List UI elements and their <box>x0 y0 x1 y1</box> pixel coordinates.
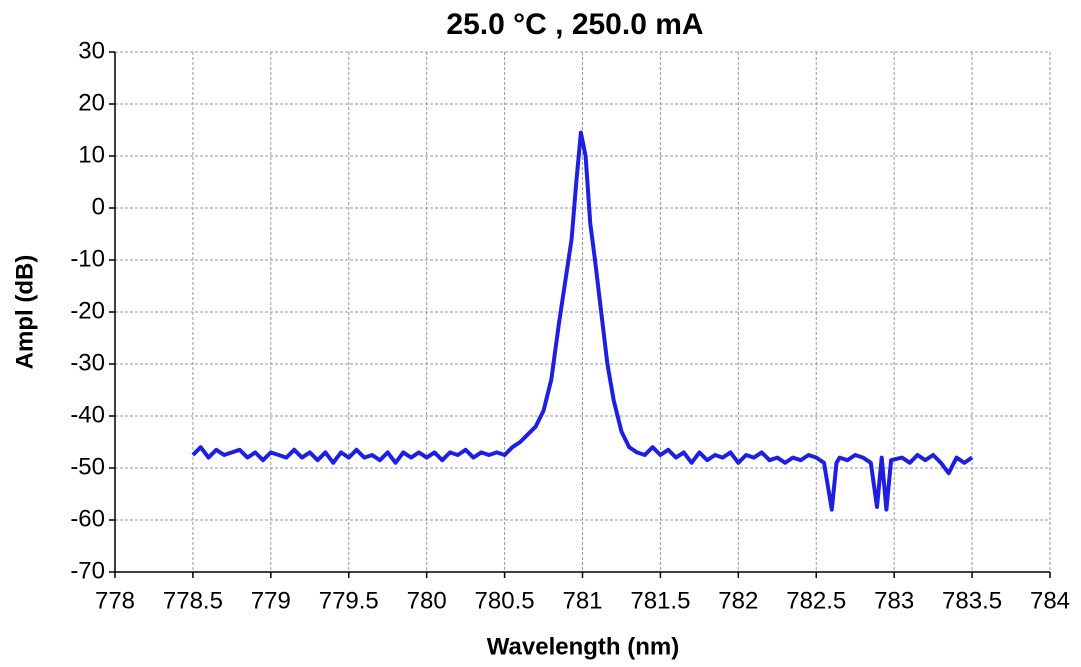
y-tick-label: -10 <box>70 245 105 272</box>
x-tick-label: 779 <box>251 587 291 614</box>
x-tick-label: 781.5 <box>630 587 690 614</box>
x-tick-label: 784 <box>1030 587 1070 614</box>
y-tick-label: -30 <box>70 349 105 376</box>
x-tick-label: 782.5 <box>786 587 846 614</box>
y-tick-label: -20 <box>70 297 105 324</box>
x-tick-label: 782 <box>718 587 758 614</box>
data-line <box>191 130 974 512</box>
x-axis-label: Wavelength (nm) <box>487 633 679 660</box>
y-tick-label: -50 <box>70 453 105 480</box>
y-tick-label: 0 <box>92 193 105 220</box>
y-tick-label: -60 <box>70 505 105 532</box>
x-tick-label: 783.5 <box>942 587 1002 614</box>
y-tick-label: 30 <box>78 37 105 64</box>
x-tick-label: 781 <box>562 587 602 614</box>
x-tick-label: 778 <box>95 587 135 614</box>
chart-title: 25.0 °C , 250.0 mA <box>446 8 703 41</box>
x-tick-label: 778.5 <box>163 587 223 614</box>
x-tick-label: 779.5 <box>319 587 379 614</box>
y-tick-label: 20 <box>78 89 105 116</box>
x-tick-label: 780.5 <box>475 587 535 614</box>
y-tick-label: -70 <box>70 557 105 584</box>
y-tick-label: 10 <box>78 141 105 168</box>
y-tick-label: -40 <box>70 401 105 428</box>
y-axis-label: Ampl (dB) <box>11 255 38 370</box>
x-tick-label: 780 <box>407 587 447 614</box>
x-tick-label: 783 <box>874 587 914 614</box>
